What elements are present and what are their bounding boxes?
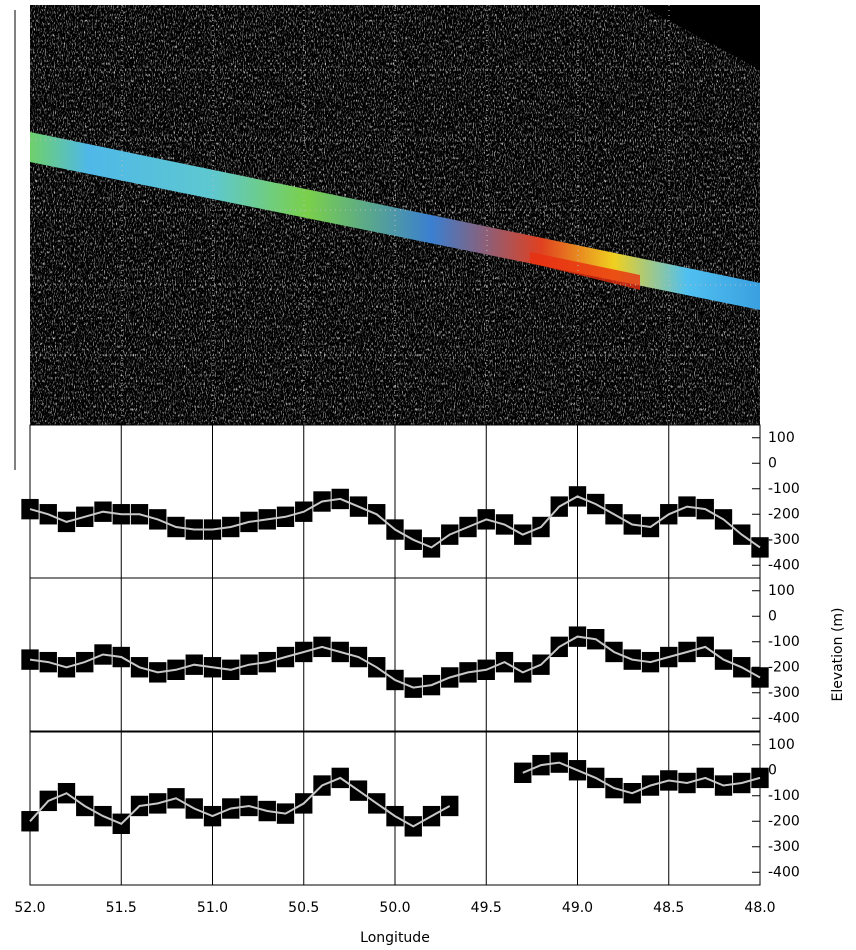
y-tick-label: 0 (768, 762, 777, 778)
x-tick-label: 48.0 (744, 900, 775, 916)
x-tick-label: 49.0 (562, 900, 593, 916)
y-tick-label: 100 (768, 583, 795, 599)
y-tick-label: -400 (768, 557, 800, 573)
y-tick-label: -200 (768, 659, 800, 675)
x-tick-label: 48.5 (653, 900, 684, 916)
elevation-line (29, 635, 761, 689)
y-tick-label: -200 (768, 813, 800, 829)
y-tick-label: 100 (768, 430, 795, 446)
y-tick-label: -400 (768, 710, 800, 726)
elevation-panels: 100 0 -100 -200 -300 -400 100 0 -100 -200 -300 -400… (14, 424, 846, 946)
x-tick-label: 51.5 (106, 900, 137, 916)
y-tick-label: -100 (768, 481, 800, 497)
y-tick-label: -300 (768, 839, 800, 855)
x-axis-label: Longitude (360, 930, 430, 946)
x-tick-label: 51.0 (197, 900, 228, 916)
y-tick-label: -400 (768, 864, 800, 880)
y-tick-label: -100 (768, 634, 800, 650)
error-bar (441, 795, 459, 817)
error-bar (514, 762, 532, 783)
y-tick-label: 100 (768, 737, 795, 753)
y-axis-label: Elevation (m) (830, 607, 846, 701)
x-tick-label: 50.0 (379, 900, 410, 916)
elevation-line (29, 495, 761, 549)
y-tick-label: -300 (768, 532, 800, 548)
y-tick-label: -300 (768, 685, 800, 701)
x-tick-label: 49.5 (471, 900, 502, 916)
y-tick-label: -200 (768, 506, 800, 522)
radar-image (14, 5, 760, 470)
x-tick-label: 52.0 (14, 900, 45, 916)
elevation-line (29, 761, 761, 828)
y-tick-label: -100 (768, 788, 800, 804)
y-tick-label: 0 (768, 455, 777, 471)
y-tick-label: 0 (768, 608, 777, 624)
x-tick-label: 50.5 (288, 900, 319, 916)
